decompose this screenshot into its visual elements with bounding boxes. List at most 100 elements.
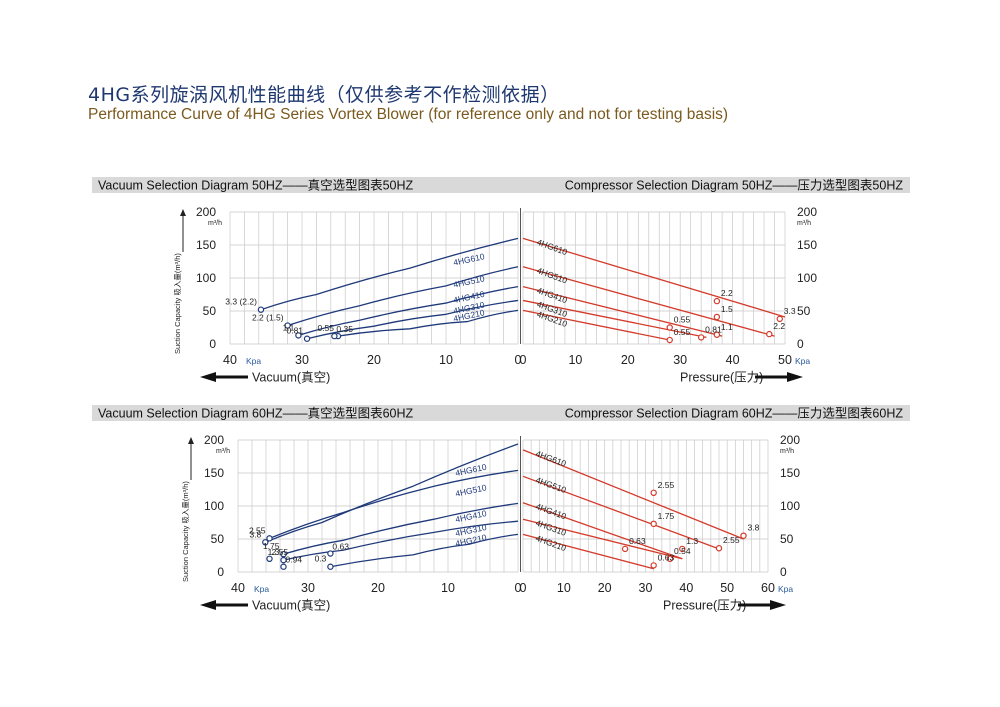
y-tick-label: 200 [196,205,216,219]
y-tick-label: 50 [797,304,811,318]
operating-point-marker [280,563,287,570]
operating-point-label: 0.81 [286,326,303,336]
x-tick-label: 0 [515,353,522,367]
pressure-arrowhead [787,372,803,382]
kpa-unit: Kpa [778,584,793,594]
operating-point-label: 0.55 [674,315,691,325]
operating-point-label: 2.55 [272,547,289,557]
operating-point-marker [776,315,783,323]
operating-point-marker [666,336,673,344]
y-tick-label: 0 [797,337,804,351]
vacuum-series-line [287,266,519,327]
operating-point-marker [650,489,657,496]
operating-point-label: 0.3 [315,554,327,564]
operating-point-marker [740,532,747,539]
y-axis-label: Suction Capacity 吸入量(m³/h) [173,253,182,354]
unit-label: m³/h [797,220,811,227]
vacuum-diagram-title: Vacuum Selection Diagram 50HZ——真空选型图表50H… [98,179,414,193]
x-tick-label: 0 [520,581,527,595]
x-tick-label: 10 [557,581,571,595]
vacuum-series-line [298,285,519,337]
pressure-arrowhead [770,600,786,610]
y-tick-label: 200 [797,205,817,219]
x-tick-label: 20 [621,353,635,367]
y-axis-label: Suction Capacity 吸入量(m³/h) [181,481,190,582]
pressure-series-line [522,299,707,339]
vacuum-label: Vacuum(真空) [252,599,330,613]
operating-point-marker [262,539,269,546]
operating-point-label: 0.55 [317,323,334,333]
x-tick-label: 30 [301,581,315,595]
operating-point-label: 2.2 (1.5) [252,313,284,323]
pressure-label: Pressure(压力) [680,371,763,385]
pressure-series-line [522,266,775,337]
operating-point-label: 1.3 [686,536,698,546]
vacuum-series-line [260,237,519,311]
x-tick-label: 30 [295,353,309,367]
x-tick-label: 20 [598,581,612,595]
series-label: 4HG510 [536,265,569,285]
y-tick-label: 50 [211,532,225,546]
y-tick-label: 0 [209,337,216,351]
operating-point-marker [666,324,673,331]
operating-point-marker [257,306,265,313]
operating-point-label: 3.8 [748,523,760,533]
series-label: 4HG510 [452,273,485,289]
operating-point-label: 0.63 [629,536,646,546]
pressure-series-line [522,309,670,341]
vacuum-series-line [283,520,519,561]
operating-point-label: 0.94 [286,555,303,565]
operating-point-marker [766,330,773,338]
operating-point-marker [715,545,723,552]
y-tick-label: 200 [780,433,800,447]
vacuum-series-line [269,469,519,539]
operating-point-marker [713,313,721,321]
operating-point-marker [303,335,311,342]
operating-point-label: 2.55 [658,480,675,490]
y-axis-arrowhead [188,437,194,444]
operating-point-marker [284,322,291,329]
vacuum-series-line [337,309,519,337]
pressure-label: Pressure(压力) [663,599,746,613]
operating-point-label: 1.5 [721,304,733,314]
y-tick-label: 200 [204,433,224,447]
y-tick-label: 0 [217,565,224,579]
x-tick-label: 40 [679,581,693,595]
unit-label: m³/h [216,448,230,455]
series-label: 4HG610 [536,237,569,257]
compressor-diagram-title: Compressor Selection Diagram 50HZ——压力选型图… [565,179,904,193]
vacuum-series-line [330,533,519,568]
operating-point-marker [266,535,273,542]
y-tick-label: 150 [196,238,216,252]
pressure-series-line [522,449,744,540]
operating-point-label: 0.63 [332,542,349,552]
kpa-unit: Kpa [795,356,810,366]
operating-point-label: 1.1 [283,322,295,332]
page-title-en: Performance Curve of 4HG Series Vortex B… [88,106,729,123]
x-tick-label: 20 [371,581,385,595]
operating-point-marker [327,563,334,570]
operating-point-marker [280,556,287,564]
operating-point-label: 1.1 [721,322,733,332]
operating-point-marker [295,332,302,339]
pressure-series-line [522,475,720,550]
operating-point-label: 2.2 [773,321,785,331]
vacuum-label: Vacuum(真空) [252,371,330,385]
operating-point-marker [650,520,657,528]
x-tick-label: 10 [439,353,453,367]
x-tick-label: 40 [726,353,740,367]
vacuum-arrowhead [200,372,216,382]
vacuum-diagram-title: Vacuum Selection Diagram 60HZ——真空选型图表60H… [98,407,414,421]
y-tick-label: 50 [780,532,794,546]
operating-point-marker [650,562,657,569]
x-tick-label: 40 [223,353,237,367]
x-tick-label: 0 [520,353,527,367]
pressure-series-line [522,533,654,570]
x-tick-label: 60 [761,581,775,595]
operating-point-label: 2.2 [721,288,733,298]
operating-point-marker [331,332,338,340]
x-tick-label: 0 [515,581,522,595]
x-tick-label: 50 [778,353,792,367]
operating-point-label: 1.3 [268,547,280,557]
operating-point-marker [713,331,721,338]
